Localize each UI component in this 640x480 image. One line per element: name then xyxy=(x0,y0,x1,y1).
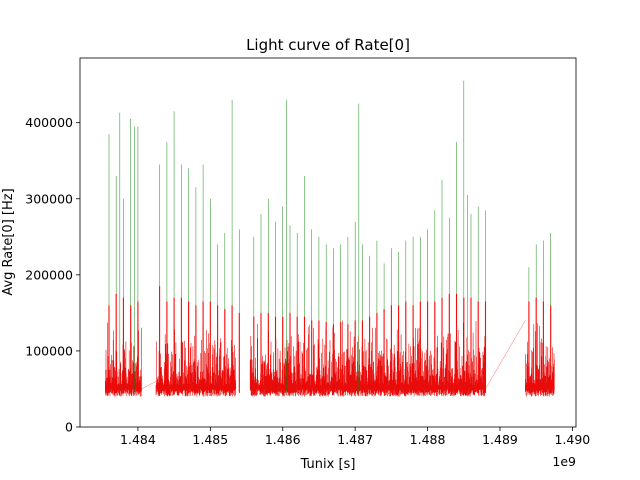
x-axis-title: Tunix [s] xyxy=(300,457,356,472)
x-tick-label: 1.487 xyxy=(337,432,373,447)
y-tick-label: 300000 xyxy=(25,191,73,206)
x-tick-label: 1.486 xyxy=(265,432,301,447)
chart-title: Light curve of Rate[0] xyxy=(246,36,410,54)
x-axis: 1.484 1.485 1.486 1.487 1.488 1.489 1.490 xyxy=(120,427,590,447)
x-tick-label: 1.489 xyxy=(482,432,518,447)
gap-connector xyxy=(141,381,157,390)
x-tick-label: 1.484 xyxy=(120,432,156,447)
gap-connector xyxy=(485,320,526,390)
x-tick-label: 1.490 xyxy=(554,432,590,447)
y-tick-label: 100000 xyxy=(25,343,73,358)
y-tick-label: 0 xyxy=(65,420,73,435)
x-offset-label: 1e9 xyxy=(552,454,576,469)
x-tick-label: 1.488 xyxy=(410,432,446,447)
x-tick-label: 1.485 xyxy=(192,432,228,447)
plot-area-frame xyxy=(79,57,577,428)
y-tick-label: 400000 xyxy=(25,115,73,130)
y-axis-title: Avg Rate[0] [Hz] xyxy=(1,188,16,295)
y-axis: 0 100000 200000 300000 400000 xyxy=(25,115,80,435)
data-spikes xyxy=(108,80,552,393)
y-tick-label: 200000 xyxy=(25,267,73,282)
